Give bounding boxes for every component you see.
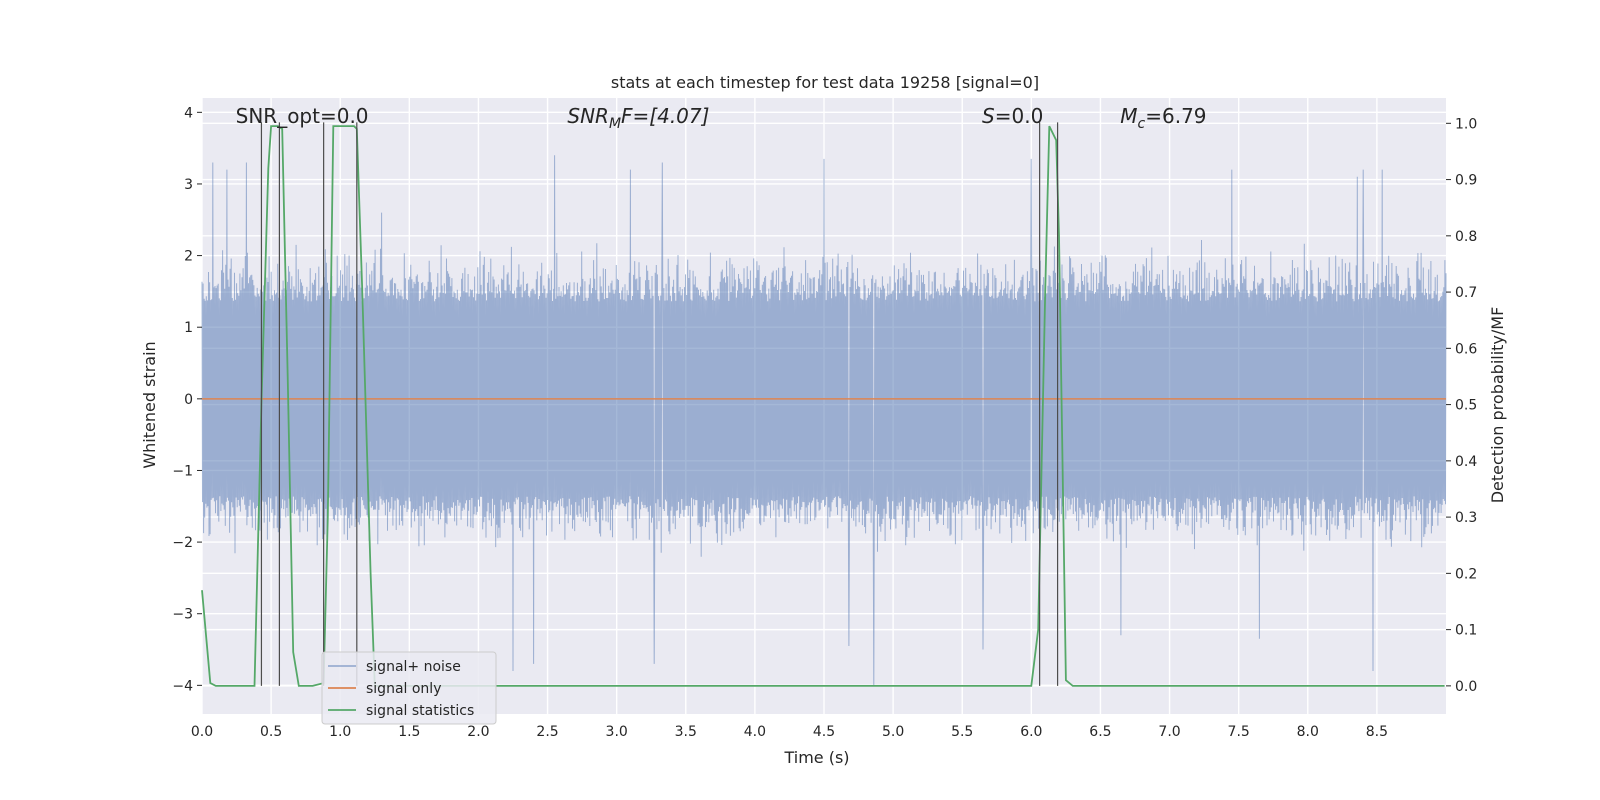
annotation-tail: F=[4.07] — [621, 104, 709, 128]
signal-noise-series — [201, 155, 1447, 686]
y-tick-label: −1 — [172, 463, 193, 479]
x-axis-label: Time (s) — [783, 748, 849, 767]
signal-statistics-line — [201, 125, 1445, 687]
x-tick-label: 0.5 — [260, 724, 282, 740]
y2-tick-label: 0.9 — [1455, 173, 1477, 189]
y2-tick-label: 0.3 — [1455, 510, 1477, 526]
legend: signal+ noise signal only signal statistic… — [321, 651, 497, 725]
signal-noise-line — [201, 155, 1447, 686]
x-tick-label: 3.5 — [675, 724, 697, 740]
x-tick-label: 7.0 — [1158, 724, 1180, 740]
annotation-text: SNRMF=[4.07] — [567, 104, 709, 132]
y-tick-label: −4 — [172, 678, 193, 694]
x-tick-label: 8.0 — [1297, 724, 1319, 740]
x-tick-label: 4.5 — [813, 724, 835, 740]
x-tick-label: 6.0 — [1020, 724, 1042, 740]
y-tick-label: −3 — [172, 607, 193, 623]
annotation-text: SNR_opt=0.0 — [236, 104, 369, 128]
vertical-markers — [260, 122, 1059, 686]
y2-tick-label: 0.5 — [1455, 398, 1477, 414]
legend-label: signal statistics — [366, 703, 474, 719]
annotation-subscript: M — [609, 116, 621, 132]
annotation-tail: =6.79 — [1145, 104, 1206, 128]
x-tick-label: 6.5 — [1089, 724, 1111, 740]
y-tick-label: 2 — [184, 249, 193, 265]
chart-title: stats at each timestep for test data 192… — [611, 73, 1039, 92]
x-tick-label: 8.5 — [1366, 724, 1388, 740]
x-tick-label: 1.0 — [329, 724, 351, 740]
annotation-main: M — [1120, 104, 1137, 128]
y2-axis-label: Detection probability/MF — [1488, 307, 1507, 504]
x-tick-label: 2.5 — [536, 724, 558, 740]
series-lines — [201, 125, 1446, 687]
annotation-subscript: c — [1138, 116, 1146, 132]
y2-tick-label: 0.6 — [1455, 341, 1477, 357]
x-tick-label: 3.0 — [606, 724, 628, 740]
y2-tick-label: 0.8 — [1455, 229, 1477, 245]
x-tick-label: 2.0 — [467, 724, 489, 740]
annotations: SNR_opt=0.0 SNRMF=[4.07] S=0.0 Mc=6.79 — [236, 104, 1207, 132]
annotation-tail: =0.0 — [995, 104, 1044, 128]
y-axis-label: Whitened strain — [140, 341, 159, 468]
annotation-main: SNR — [567, 104, 609, 128]
y-tick-label: 1 — [184, 320, 193, 336]
legend-label: signal only — [366, 681, 441, 697]
y2-axis-ticks: 1.0 0.9 0.8 0.7 0.6 0.5 0.4 0.3 0.2 0.1 0.0 — [1446, 116, 1477, 695]
annotation-text: S=0.0 — [982, 104, 1043, 128]
y2-tick-label: 0.7 — [1455, 285, 1477, 301]
x-axis-ticks: 0.0 0.5 1.0 1.5 2.0 2.5 3.0 3.5 4.0 4.5 5.0 5.5 6.0 6… — [191, 724, 1388, 740]
y2-tick-label: 0.2 — [1455, 566, 1477, 582]
x-tick-label: 1.5 — [398, 724, 420, 740]
x-tick-label: 7.5 — [1228, 724, 1250, 740]
y-axis-ticks: 4 3 2 1 0 −1 −2 −3 −4 — [172, 105, 202, 694]
y-tick-label: 0 — [184, 392, 193, 408]
y-tick-label: 3 — [184, 177, 193, 193]
y2-tick-label: 0.0 — [1455, 679, 1477, 695]
x-tick-label: 0.0 — [191, 724, 213, 740]
annotation-main: SNR_opt=0.0 — [236, 104, 369, 128]
annotation-main: S — [982, 104, 995, 128]
y2-tick-label: 1.0 — [1455, 116, 1477, 132]
x-tick-label: 4.0 — [744, 724, 766, 740]
legend-label: signal+ noise — [366, 659, 461, 675]
y-tick-label: 4 — [184, 105, 193, 121]
y2-tick-label: 0.1 — [1455, 623, 1477, 639]
y2-tick-label: 0.4 — [1455, 454, 1477, 470]
annotation-text: Mc=6.79 — [1120, 104, 1206, 132]
x-tick-label: 5.5 — [951, 724, 973, 740]
y-tick-label: −2 — [172, 535, 193, 551]
x-tick-label: 5.0 — [882, 724, 904, 740]
legend-box — [321, 651, 497, 725]
